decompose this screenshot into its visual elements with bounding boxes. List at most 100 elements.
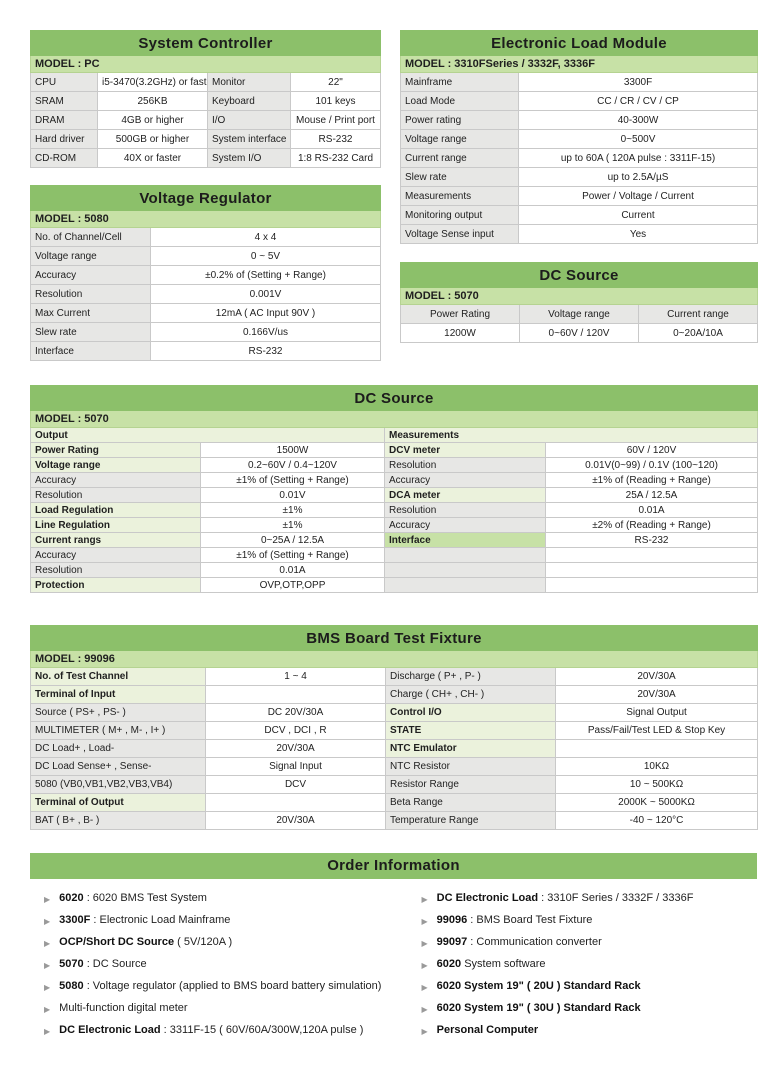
spec-value: 22" — [290, 72, 381, 92]
table-row: Power Rating Voltage range Current range — [400, 304, 759, 324]
dc-source-small-table: DC Source MODEL : 5070 Power Rating Volt… — [399, 262, 759, 343]
spec-label: Resolution — [30, 487, 201, 503]
spec-value: DCV — [205, 775, 386, 794]
spec-value: 20V/30A — [554, 667, 759, 686]
spec-label: Power rating — [400, 110, 519, 130]
spec-label: No. of Test Channel — [30, 667, 206, 686]
table-row: 5080 (VB0,VB1,VB2,VB3,VB4) DCV Resistor … — [30, 775, 759, 794]
section-header: Output — [30, 427, 385, 443]
spec-value: 1:8 RS-232 Card — [290, 148, 381, 168]
table-row: Measurements Power / Voltage / Current — [400, 186, 759, 206]
table-row: CPU i5-3470(3.2GHz) or faster Monitor 22… — [30, 72, 381, 92]
spec-value: CC / CR / CV / CP — [517, 91, 759, 111]
spec-value: ±2% of (Reading + Range) — [544, 517, 759, 533]
list-item: ▶ 6020 System 19" ( 30U ) Standard Rack — [422, 1002, 758, 1016]
spec-value: 1 ~ 4 — [205, 667, 386, 686]
spec-value: -40 ~ 120°C — [554, 811, 759, 830]
table-row: Voltage Sense input Yes — [400, 224, 759, 244]
spec-value: 500GB or higher — [97, 129, 208, 149]
spec-label: Resistor Range — [385, 775, 556, 794]
spec-value: 0.01A — [544, 502, 759, 518]
spec-value: ±1% of (Setting + Range) — [200, 472, 385, 488]
table-row: DRAM 4GB or higher I/O Mouse / Print por… — [30, 110, 381, 130]
bullet-triangle-icon: ▶ — [44, 917, 51, 926]
spec-value: 25A / 12.5A — [544, 487, 759, 503]
spec-label: Terminal of Input — [30, 685, 206, 704]
table-row: Current rangs 0~25A / 12.5A Interface RS… — [30, 532, 759, 548]
spec-label: Monitor — [207, 72, 291, 92]
spec-value: 0.01A — [200, 562, 385, 578]
order-column-left: ▶ 6020 : 6020 BMS Test System ▶ 3300F : … — [30, 892, 394, 1046]
spec-label: DCV meter — [384, 442, 546, 458]
spec-value: DCV , DCI , R — [205, 721, 386, 740]
spec-value: 3300F — [517, 72, 759, 92]
spec-value: 40X or faster — [97, 148, 208, 168]
spec-label: Beta Range — [385, 793, 556, 812]
spec-label: No. of Channel/Cell — [30, 227, 151, 247]
list-item: ▶ DC Electronic Load : 3310F Series / 33… — [422, 892, 758, 906]
spec-label: Source ( PS+ , PS- ) — [30, 703, 206, 722]
table-row: Resolution 0.01A — [30, 562, 759, 578]
spec-label: BAT ( B+ , B- ) — [30, 811, 206, 830]
spec-value: ±1% — [200, 517, 385, 533]
table-row: SRAM 256KB Keyboard 101 keys — [30, 91, 381, 111]
spec-label: Discharge ( P+ , P- ) — [385, 667, 556, 686]
table-row: Slew rate 0.166V/us — [30, 322, 381, 342]
list-item: ▶ DC Electronic Load : 3311F-15 ( 60V/60… — [44, 1024, 394, 1038]
spec-label: Monitoring output — [400, 205, 519, 225]
spec-value: 0.2~60V / 0.4~120V — [200, 457, 385, 473]
model-row: MODEL : 5070 — [29, 410, 759, 428]
bullet-triangle-icon: ▶ — [44, 983, 51, 992]
spec-value: 20V/30A — [205, 811, 386, 830]
spec-value: RS-232 — [544, 532, 759, 548]
spec-label: Current range — [400, 148, 519, 168]
order-item-text: Personal Computer — [436, 1024, 539, 1036]
spec-label: DC Load Sense+ , Sense- — [30, 757, 206, 776]
order-item-text: Multi-function digital meter — [59, 1002, 188, 1014]
spec-value: 0~500V — [517, 129, 759, 149]
table-row: Voltage range 0 ~ 5V — [30, 246, 381, 266]
spec-label: Accuracy — [30, 472, 201, 488]
order-item-text: 6020 : 6020 BMS Test System — [59, 892, 207, 904]
order-item-text: 99096 : BMS Board Test Fixture — [436, 914, 593, 926]
spec-value — [544, 577, 759, 593]
list-item: ▶ OCP/Short DC Source ( 5V/120A ) — [44, 936, 394, 950]
table-title: System Controller — [30, 30, 381, 56]
table-row: Resolution 0.001V — [30, 284, 381, 304]
spec-value: 101 keys — [290, 91, 381, 111]
spec-label: Resolution — [30, 562, 201, 578]
spec-label: Charge ( CH+ , CH- ) — [385, 685, 556, 704]
spec-label: Accuracy — [384, 517, 546, 533]
bullet-triangle-icon: ▶ — [421, 1005, 428, 1014]
spec-value: up to 60A ( 120A pulse : 3311F-15) — [517, 148, 759, 168]
list-item: ▶ 99097 : Communication converter — [422, 936, 758, 950]
spec-label: Terminal of Output — [30, 793, 206, 812]
spec-label: Line Regulation — [30, 517, 201, 533]
spec-value: ±1% — [200, 502, 385, 518]
table-row: BAT ( B+ , B- ) 20V/30A Temperature Rang… — [30, 811, 759, 830]
table-title: Voltage Regulator — [30, 185, 381, 211]
table-row: 1200W 0~60V / 120V 0~20A/10A — [400, 323, 759, 343]
list-item: ▶ Personal Computer — [422, 1024, 758, 1038]
spec-value: 0.01V(0~99) / 0.1V (100~120) — [544, 457, 759, 473]
column-header: Voltage range — [519, 304, 639, 324]
list-item: ▶ 5080 : Voltage regulator (applied to B… — [44, 980, 394, 994]
order-column-right: ▶ DC Electronic Load : 3310F Series / 33… — [394, 892, 758, 1046]
order-item-text: 99097 : Communication converter — [436, 936, 602, 948]
spec-label: Slew rate — [400, 167, 519, 187]
list-item: ▶ 6020 System 19" ( 20U ) Standard Rack — [422, 980, 758, 994]
bullet-triangle-icon: ▶ — [44, 939, 51, 948]
spec-value: 40-300W — [517, 110, 759, 130]
table-title: DC Source — [29, 385, 759, 411]
spec-label — [384, 562, 546, 578]
table-row: Mainframe 3300F — [400, 72, 759, 92]
spec-value: 12mA ( AC Input 90V ) — [150, 303, 381, 323]
bullet-triangle-icon: ▶ — [421, 1027, 428, 1036]
voltage-regulator-table: Voltage Regulator MODEL : 5080 No. of Ch… — [30, 185, 381, 361]
spec-label: Hard driver — [30, 129, 98, 149]
system-controller-table: System Controller MODEL : PC CPU i5-3470… — [30, 30, 381, 168]
spec-value: 0.001V — [150, 284, 381, 304]
model-row: MODEL : 5070 — [399, 287, 759, 305]
spec-value: OVP,OTP,OPP — [200, 577, 385, 593]
